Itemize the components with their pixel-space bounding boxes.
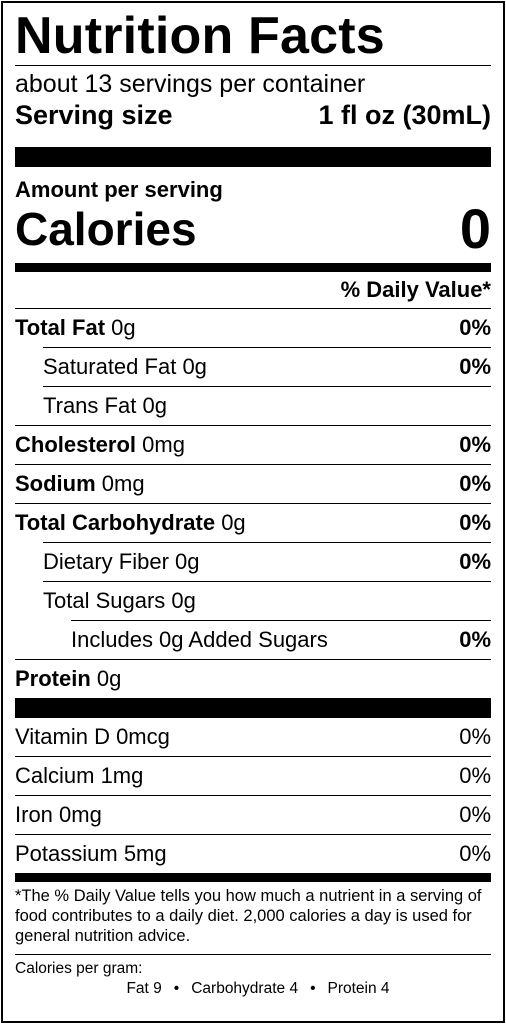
nutrient-amount: 0mg <box>142 432 185 457</box>
vitamin-row-iron: Iron 0mg 0% <box>15 795 491 834</box>
nutrient-dv: 0% <box>459 315 491 340</box>
medium-divider <box>15 263 491 272</box>
nutrient-name: Trans Fat <box>43 393 137 418</box>
cpg-carbohydrate: Carbohydrate 4 <box>191 980 299 997</box>
nutrient-name: Total Fat <box>15 315 106 340</box>
nutrient-amount: 0g <box>111 315 136 340</box>
nutrient-name: Protein <box>15 666 91 691</box>
medium-divider <box>15 873 491 882</box>
nutrient-row-protein: Protein 0g <box>15 659 491 698</box>
nutrient-dv: 0% <box>459 510 491 535</box>
nutrient-row-trans-fat: Trans Fat 0g <box>43 386 491 425</box>
vitamin-dv: 0% <box>459 841 491 866</box>
nutrient-name: Saturated Fat <box>43 354 177 379</box>
thick-divider <box>15 698 491 718</box>
label-title: Nutrition Facts <box>15 7 385 65</box>
nutrient-row-total-carbohydrate: Total Carbohydrate 0g 0% <box>15 503 491 542</box>
vitamin-name: Iron 0mg <box>15 802 102 827</box>
amount-per-serving: Amount per serving <box>15 177 223 202</box>
calories-value: 0 <box>459 197 491 260</box>
serving-size-label: Serving size <box>15 100 173 130</box>
serving-size-value: 1 fl oz (30mL) <box>318 100 491 130</box>
nutrient-name: Sodium <box>15 471 96 496</box>
nutrient-dv: 0% <box>459 354 491 379</box>
servings-per-container: about 13 servings per container <box>15 70 366 98</box>
nutrient-dv: 0% <box>459 471 491 496</box>
nutrient-name: Cholesterol <box>15 432 137 457</box>
serving-size-row: Serving size 1 fl oz (30mL) <box>15 99 491 131</box>
nutrient-dv: 0% <box>459 432 491 457</box>
bullet-separator: • <box>310 980 316 997</box>
vitamin-row-potassium: Potassium 5mg 0% <box>15 834 491 873</box>
cpg-protein: Protein 4 <box>327 980 390 997</box>
vitamin-name: Potassium 5mg <box>15 841 167 866</box>
vitamin-row-vitamin-d: Vitamin D 0mcg 0% <box>15 718 491 756</box>
nutrient-row-added-sugars: Includes 0g Added Sugars 0% <box>71 620 491 659</box>
vitamin-dv: 0% <box>459 724 491 749</box>
nutrient-name: Total Sugars <box>43 588 166 613</box>
divider <box>15 65 491 66</box>
vitamin-name: Vitamin D 0mcg <box>15 724 170 749</box>
nutrient-amount: 0g <box>221 510 246 535</box>
vitamin-name: Calcium 1mg <box>15 763 144 788</box>
nutrient-amount: 0g <box>96 666 122 691</box>
nutrient-amount: 0g <box>171 588 196 613</box>
nutrient-row-total-fat: Total Fat 0g 0% <box>15 308 491 347</box>
calories-label: Calories <box>15 203 197 255</box>
nutrient-row-saturated-fat: Saturated Fat 0g 0% <box>43 347 491 386</box>
nutrient-amount: 0g <box>182 354 207 379</box>
nutrient-name: Dietary Fiber <box>43 549 169 574</box>
nutrient-row-dietary-fiber: Dietary Fiber 0g 0% <box>43 542 491 581</box>
calories-per-gram-label: Calories per gram: <box>15 960 143 977</box>
nutrient-row-sodium: Sodium 0mg 0% <box>15 464 491 503</box>
vitamin-dv: 0% <box>459 802 491 827</box>
daily-value-footnote: *The % Daily Value tells you how much a … <box>15 887 482 945</box>
nutrient-amount: 0g <box>175 549 200 574</box>
nutrient-row-cholesterol: Cholesterol 0mg 0% <box>15 425 491 464</box>
nutrient-row-total-sugars: Total Sugars 0g <box>43 581 491 620</box>
cpg-fat: Fat 9 <box>126 980 162 997</box>
nutrient-name: Total Carbohydrate <box>15 510 216 535</box>
nutrient-dv: 0% <box>459 627 491 652</box>
nutrient-amount: 0g <box>142 393 167 418</box>
thick-divider <box>15 147 491 167</box>
divider <box>15 954 491 955</box>
vitamin-row-calcium: Calcium 1mg 0% <box>15 756 491 795</box>
nutrient-name: Includes 0g Added Sugars <box>71 627 328 652</box>
bullet-separator: • <box>173 980 180 997</box>
calories-per-gram-values: Fat 9 • Carbohydrate 4 • Protein 4 <box>15 979 491 999</box>
vitamin-dv: 0% <box>459 763 491 788</box>
nutrient-amount: 0mg <box>101 471 145 496</box>
calories-row: Calories 0 <box>15 197 491 260</box>
nutrient-dv: 0% <box>459 549 491 574</box>
daily-value-header: % Daily Value* <box>340 277 491 302</box>
